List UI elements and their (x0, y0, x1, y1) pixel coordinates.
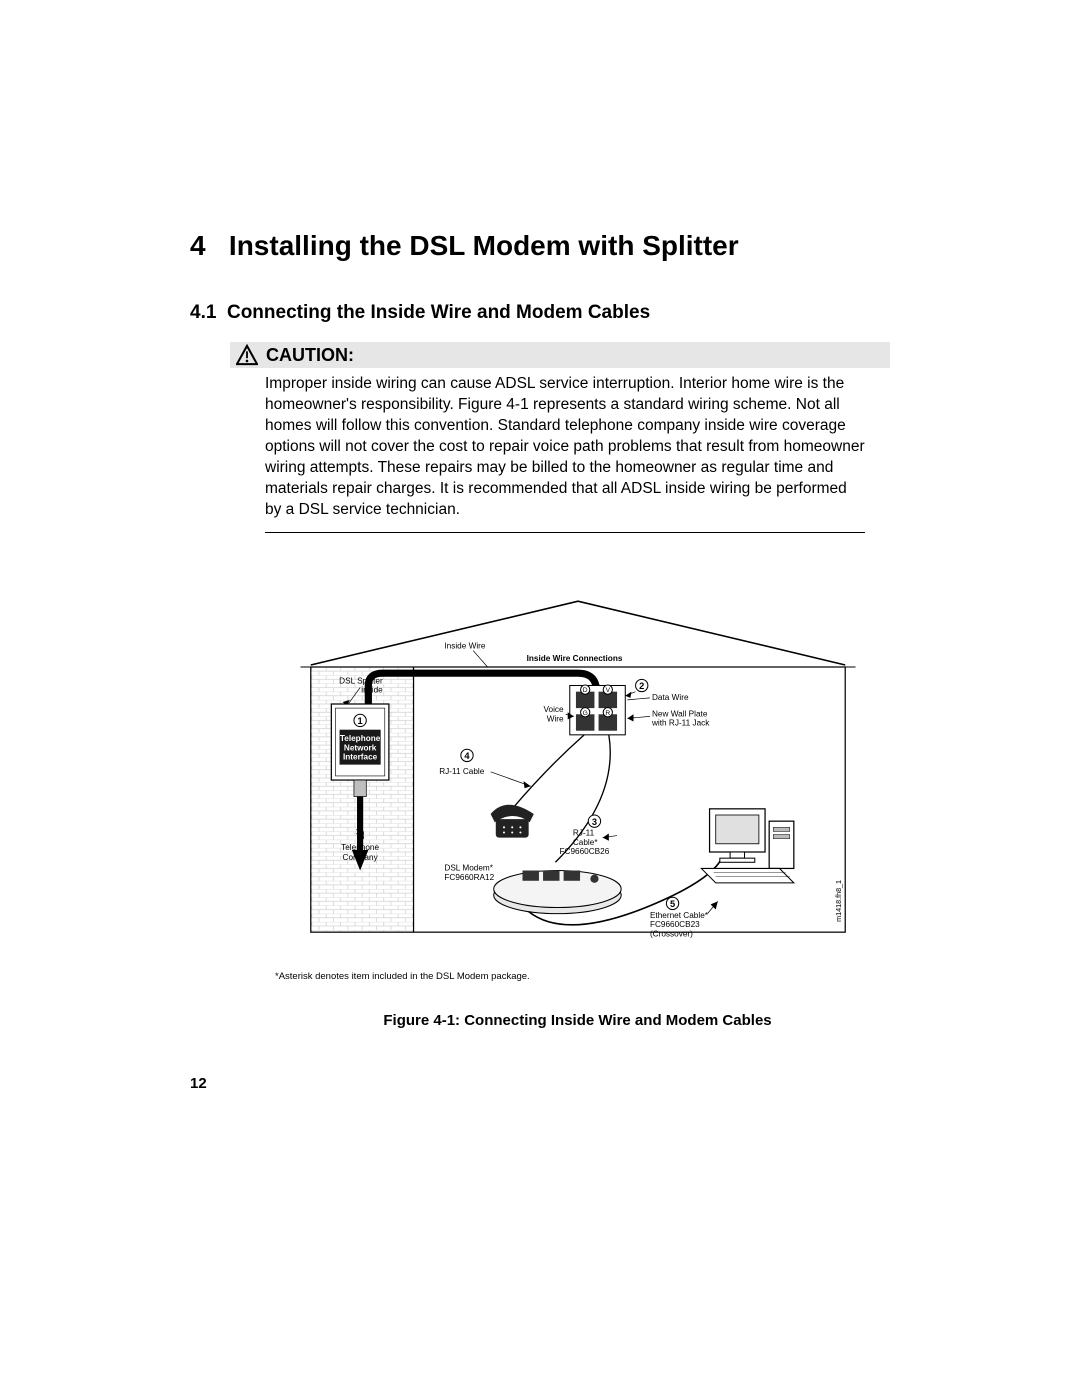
svg-text:Telephone: Telephone (339, 734, 380, 743)
telephone-icon (490, 805, 533, 838)
wiring-diagram: Inside Wire Inside Wire Connections DSL … (288, 593, 868, 963)
label-wall2: with RJ-11 Jack (651, 719, 710, 728)
callout-1: 1 (357, 716, 362, 726)
svg-text:G: G (582, 710, 587, 717)
wall-plate: D V G R (569, 685, 625, 735)
voice-cable (512, 735, 584, 809)
chapter-title: 4 Installing the DSL Modem with Splitter (190, 230, 890, 262)
cable-clamp (353, 781, 365, 797)
chapter-text: Installing the DSL Modem with Splitter (229, 230, 739, 261)
label-rj11cable: RJ-11 Cable (439, 767, 484, 776)
label-wire: Wire (546, 715, 563, 724)
svg-text:D: D (582, 688, 587, 695)
svg-text:To: To (355, 829, 364, 838)
label-voice: Voice (543, 706, 564, 715)
label-inside-wire-conn: Inside Wire Connections (526, 654, 622, 663)
label-wall1: New Wall Plate (652, 710, 708, 719)
svg-text:Network: Network (343, 744, 376, 753)
caution-body: Improper inside wiring can cause ADSL se… (265, 374, 865, 533)
page: 4 Installing the DSL Modem with Splitter… (0, 0, 1080, 1397)
label-modem1: DSL Modem* (444, 864, 493, 873)
label-dsl-splitter: DSL Splitter (339, 677, 383, 686)
callout-2: 2 (639, 682, 644, 692)
label-eth1: Ethernet Cable* (649, 911, 708, 920)
label-eth2: FC9660CB23 (649, 920, 699, 929)
warning-triangle-icon (236, 344, 258, 366)
figure-ref: m1418.fh8_1 (834, 880, 843, 922)
callout-4: 4 (464, 751, 470, 761)
figure-4-1: Inside Wire Inside Wire Connections DSL … (265, 593, 890, 1029)
telephone-network-interface: 1 Telephone Network Interface (331, 704, 389, 780)
svg-text:R: R (605, 710, 610, 717)
dsl-modem-icon (493, 871, 620, 914)
figure-caption: Figure 4-1: Connecting Inside Wire and M… (265, 1012, 890, 1029)
label-data-wire: Data Wire (652, 693, 689, 702)
label-rj11-1: RJ-11 (572, 829, 594, 838)
callout-5: 5 (669, 899, 674, 909)
section-number: 4.1 (190, 302, 216, 323)
label-eth3: (Crossover) (649, 930, 692, 939)
label-inside-wire: Inside Wire (444, 642, 486, 651)
chapter-number: 4 (190, 230, 206, 261)
label-rj11-2: Cable* (572, 838, 597, 847)
section-title: 4.1 Connecting the Inside Wire and Modem… (190, 302, 890, 324)
label-modem2: FC9660RA12 (444, 873, 494, 882)
computer-icon (701, 809, 794, 883)
svg-text:Interface: Interface (342, 753, 377, 762)
page-number: 12 (190, 1075, 207, 1092)
callout-3: 3 (591, 817, 596, 827)
label-rj11-3: FC9660CB26 (559, 848, 609, 857)
label-inside: inside (361, 686, 383, 695)
caution-label: CAUTION: (266, 345, 354, 366)
svg-text:V: V (605, 688, 610, 695)
asterisk-note: *Asterisk denotes item included in the D… (275, 971, 890, 982)
caution-bar: CAUTION: (230, 342, 890, 368)
section-text: Connecting the Inside Wire and Modem Cab… (227, 302, 650, 323)
